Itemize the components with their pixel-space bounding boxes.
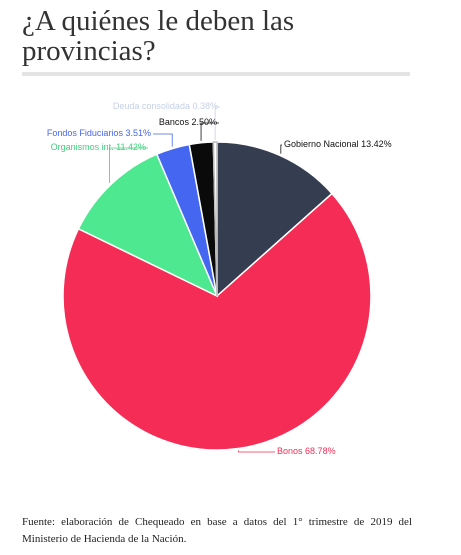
source-note: Fuente: elaboración de Chequeado en base… [22, 516, 412, 545]
slice-label: Fondos Fiduciarios 3.51% [47, 128, 151, 138]
pie-slice [216, 141, 334, 298]
leader-line [238, 450, 275, 453]
leader-line [280, 144, 282, 154]
slice-label: Bonos 68.78% [277, 446, 336, 456]
label-value: 11.42% [116, 142, 146, 152]
label-category: Bancos [159, 117, 190, 127]
label-category: Organismos int. [51, 142, 114, 152]
slice-label: Bancos 2.50% [159, 117, 217, 127]
pie-slice [62, 192, 372, 451]
label-category: Deuda consolidada [113, 101, 190, 111]
label-category: Gobierno Nacional [284, 139, 359, 149]
label-value: 0.38% [192, 101, 218, 111]
slice-label: Gobierno Nacional 13.42% [284, 139, 392, 149]
pie-slice [212, 141, 218, 297]
pie-slice [77, 153, 219, 298]
title-rule [22, 72, 410, 76]
leader-line [153, 133, 173, 147]
label-value: 13.42% [361, 139, 392, 149]
label-value: 68.78% [305, 446, 336, 456]
label-category: Fondos Fiduciarios [47, 128, 124, 138]
leader-line [109, 147, 148, 183]
slice-label: Organismos int. 11.42% [51, 142, 146, 152]
chart: Gobierno Nacional 13.42% Bonos 68.78% Orga… [47, 101, 392, 456]
chart-title: ¿A quiénes le deben las provincias? [22, 5, 295, 67]
leader-line [214, 106, 220, 141]
slice-label: Deuda consolidada 0.38% [113, 101, 218, 111]
label-value: 3.51% [125, 128, 151, 138]
label-value: 2.50% [191, 117, 217, 127]
leader-line [200, 122, 219, 141]
label-category: Bonos [277, 446, 303, 456]
